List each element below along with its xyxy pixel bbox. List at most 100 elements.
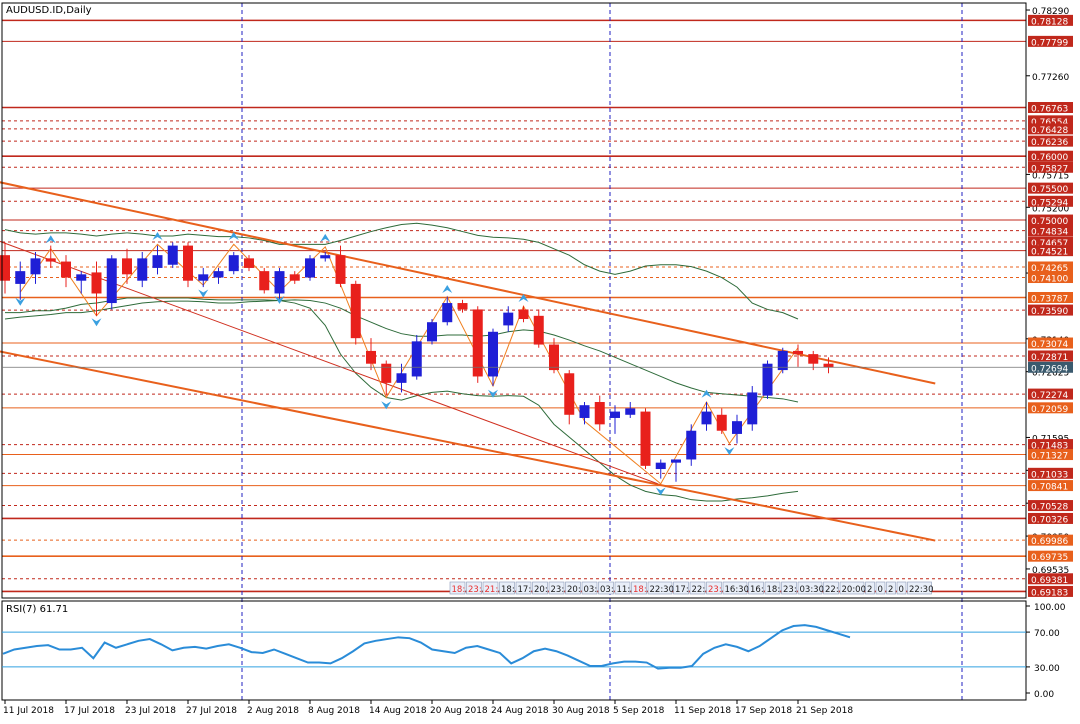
session-box-frame — [781, 581, 797, 595]
price-level-tag-bg — [1028, 161, 1073, 173]
candle — [320, 251, 331, 262]
session-box-frame — [748, 581, 764, 595]
candle-body — [30, 258, 41, 275]
price-level-tag: 0.74657 — [1028, 236, 1073, 249]
candlesticks — [0, 242, 834, 482]
price-level-label: 0.69735 — [1031, 553, 1068, 563]
price-level-label: 0.74521 — [1031, 248, 1068, 258]
price-level-tag: 0.71483 — [1028, 439, 1073, 452]
price-level-label: 0.76236 — [1031, 138, 1068, 148]
price-level-tag: 0.69986 — [1028, 534, 1073, 547]
candle-body — [259, 271, 270, 291]
session-box-frame — [875, 581, 886, 595]
price-level-tag-bg — [1028, 261, 1073, 273]
price-level-tag-bg — [1028, 388, 1073, 400]
session-box-frame — [865, 581, 875, 595]
price-level-label: 0.70528 — [1031, 503, 1068, 513]
price-level-tag-bg — [1028, 304, 1073, 316]
price-level-tag-bg — [1028, 480, 1073, 492]
candle-body — [320, 255, 331, 259]
session-box: 20: — [532, 581, 548, 595]
horizontal-levels — [2, 19, 1026, 593]
rsi-tick-label: 100.00 — [1034, 603, 1066, 613]
fractal-up-icon — [701, 389, 712, 398]
session-box-frame — [482, 581, 499, 595]
price-level-label: 0.75000 — [1031, 217, 1068, 227]
price-level-tag-bg — [1028, 245, 1073, 257]
time-tick-label: 27 Jul 2018 — [186, 706, 237, 716]
price-level-tag: 0.70528 — [1028, 500, 1073, 513]
price-level-label: 0.76000 — [1031, 153, 1068, 163]
candle — [732, 414, 742, 444]
price-level-tag-bg — [1028, 402, 1073, 414]
price-level-tag-bg — [1028, 439, 1073, 451]
session-box: 03: — [581, 581, 598, 595]
candle-body — [732, 421, 742, 434]
price-level-label: 0.74265 — [1031, 264, 1068, 274]
session-box: 20:00 — [839, 581, 866, 595]
price-level-tag: 0.76000 — [1028, 150, 1073, 163]
candle — [335, 245, 346, 288]
price-level-label: 0.71327 — [1031, 452, 1068, 462]
session-box-frame — [581, 581, 598, 595]
price-level-tag: 0.70326 — [1028, 512, 1073, 525]
candle — [183, 242, 193, 288]
price-level-tag-bg — [1028, 449, 1073, 461]
session-box: 18: — [764, 581, 781, 595]
price-level-label: 0.75294 — [1031, 198, 1068, 208]
price-axis: 0.782900.772600.757150.752000.741700.731… — [2, 7, 1073, 598]
price-level-tag-bg — [1028, 135, 1073, 147]
candle-body — [106, 258, 117, 304]
channel-line — [0, 350, 936, 542]
price-level-tag: 0.78128 — [1028, 14, 1073, 27]
fractal-down-icon — [655, 487, 666, 496]
price-level-label: 0.75827 — [1031, 164, 1068, 174]
candle — [350, 280, 361, 345]
price-level-tag: 0.74521 — [1028, 245, 1073, 258]
time-tick-label: 11 Sep 2018 — [674, 706, 731, 716]
channel-line — [0, 181, 936, 385]
candle — [381, 360, 392, 396]
candle-body — [198, 274, 209, 281]
session-box-frame — [548, 581, 565, 595]
price-level-tag: 0.74100 — [1028, 272, 1073, 285]
zigzag-line — [19, 243, 799, 485]
candle — [793, 344, 803, 367]
price-level-label: 0.70326 — [1031, 515, 1068, 525]
price-level-tag-bg — [1028, 337, 1073, 349]
candle-body — [274, 271, 285, 294]
candle — [61, 255, 71, 288]
candle-body — [671, 459, 681, 463]
candle — [701, 402, 712, 431]
session-box-label: 11: — [617, 585, 631, 595]
time-tick-label: 21 Sep 2018 — [796, 706, 853, 716]
session-box-label: 0 — [878, 585, 883, 595]
time-tick-label: 2 Aug 2018 — [247, 706, 299, 716]
price-level-label: 0.71033 — [1031, 470, 1068, 480]
candle — [472, 306, 483, 383]
candle — [289, 271, 300, 284]
candle — [655, 459, 666, 479]
session-box-label: 16:30 — [725, 585, 750, 595]
price-tick-label: 0.78290 — [1032, 7, 1069, 17]
session-box-label: 16: — [750, 585, 764, 595]
session-box: 22: — [689, 581, 706, 595]
candle — [45, 245, 56, 268]
price-level-tag-bg — [1028, 214, 1073, 226]
fractal-up-icon — [45, 235, 56, 244]
price-level-tag-bg — [1028, 182, 1073, 194]
session-box-frame — [706, 581, 722, 595]
session-box: 11: — [614, 581, 631, 595]
price-level-tag-bg — [1028, 467, 1073, 479]
price-level-tag: 0.71033 — [1028, 467, 1073, 480]
price-level-tag: 0.69183 — [1028, 585, 1073, 598]
time-tick-label: 17 Jul 2018 — [64, 706, 115, 716]
candle — [518, 306, 529, 323]
fractal-down-icon — [381, 401, 392, 410]
price-level-label: 0.69986 — [1031, 537, 1068, 547]
session-box: 23: — [706, 581, 722, 595]
candle-body — [289, 274, 300, 281]
candle — [15, 261, 26, 300]
